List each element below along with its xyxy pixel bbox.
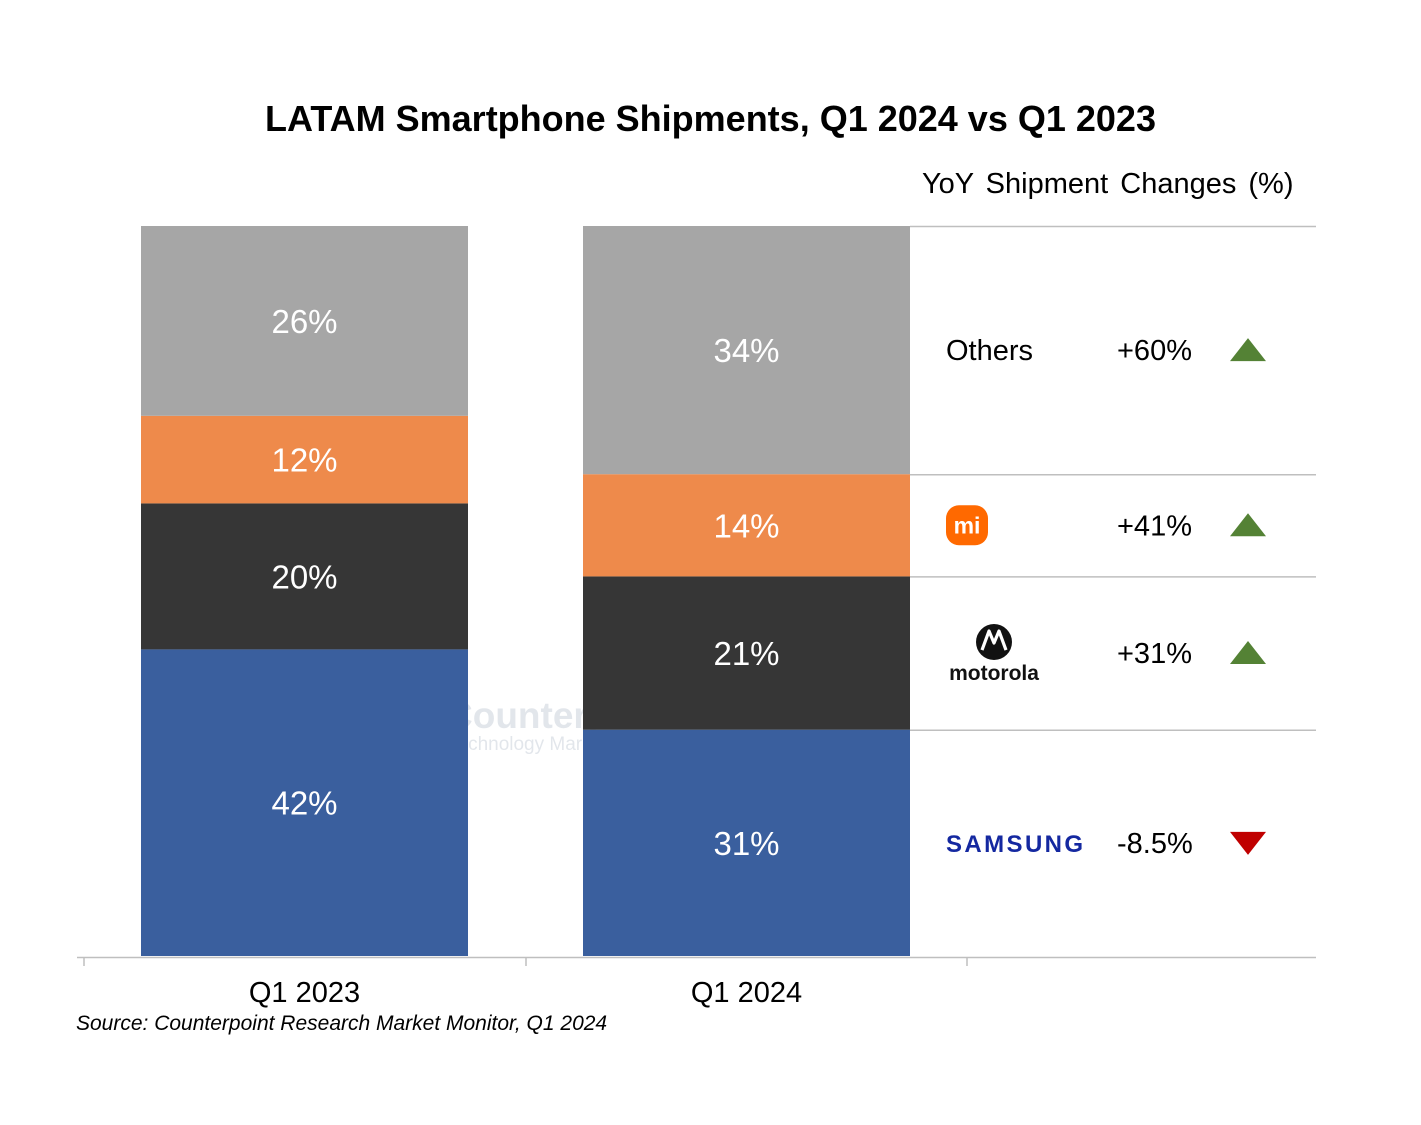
yoy-value-samsung: -8.5% [1117,828,1193,860]
triangle-up-icon-motorola [1230,641,1266,665]
bar-xiaomi-1 [583,474,910,577]
bar-samsung-1 [583,729,910,956]
source-note: Source: Counterpoint Research Market Mon… [76,1012,608,1035]
motorola-logo-icon: motorola [949,624,1039,685]
data-label-motorola-1: 21% [713,635,779,672]
chart-title: LATAM Smartphone Shipments, Q1 2024 vs Q… [265,98,1156,139]
brand-label-others: Others [946,335,1033,367]
triangle-down-icon-samsung [1230,831,1266,855]
xiaomi-logo-icon: mi [946,505,988,546]
data-label-others-1: 34% [713,332,779,369]
bar-others-1 [583,226,910,475]
data-label-xiaomi-1: 14% [713,507,779,544]
yoy-value-motorola: +31% [1117,638,1192,670]
samsung-logo-icon: SAMSUNG [946,831,1085,858]
bar-xiaomi-0 [141,415,468,504]
data-label-motorola-0: 20% [271,558,337,595]
triangle-up-icon-xiaomi [1230,513,1266,537]
xiaomi-logo-text: mi [954,512,981,538]
yoy-value-others: +60% [1117,335,1192,367]
motorola-logo-text: motorola [949,662,1039,685]
x-tick-label-1: Q1 2024 [691,977,802,1009]
bar-motorola-1 [583,576,910,730]
bar-motorola-0 [141,503,468,650]
data-label-others-0: 26% [271,303,337,340]
data-label-samsung-1: 31% [713,825,779,862]
bar-others-0 [141,226,468,416]
triangle-up-icon-others [1230,338,1266,362]
bar-samsung-0 [141,649,468,956]
x-tick-label-0: Q1 2023 [249,977,360,1009]
data-label-xiaomi-0: 12% [271,442,337,479]
data-label-samsung-0: 42% [271,785,337,822]
yoy-heading: YoY Shipment Changes (%) [922,168,1294,200]
yoy-value-xiaomi: +41% [1117,510,1192,542]
